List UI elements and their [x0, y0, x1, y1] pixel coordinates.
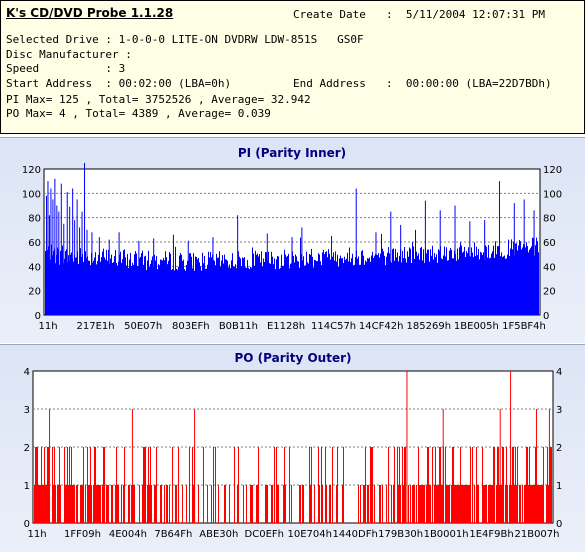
- x-tick-label: E1128h: [267, 321, 305, 332]
- y-tick-label-right: 0: [556, 519, 562, 530]
- y-tick-label-left: 3: [24, 405, 30, 416]
- chart-title: PI (Parity Inner): [238, 146, 346, 160]
- disc-info-panel: K's CD/DVD Probe 1.1.28 Create Date : 5/…: [0, 0, 585, 134]
- y-tick-label-right: 0: [543, 311, 549, 322]
- pi-summary: PI Max= 125 , Total= 3752526 , Average= …: [6, 93, 311, 106]
- x-tick-label: 1FF09h: [64, 529, 101, 540]
- x-tick-label: 1440DFh: [333, 529, 378, 540]
- app-title: K's CD/DVD Probe 1.1.28: [6, 6, 174, 20]
- y-tick-label-left: 4: [24, 367, 30, 378]
- y-tick-label-right: 120: [543, 165, 562, 176]
- y-tick-label-left: 60: [28, 238, 41, 249]
- y-tick-label-left: 0: [24, 519, 30, 530]
- x-tick-label: 11h: [38, 321, 57, 332]
- y-tick-label-left: 120: [22, 165, 41, 176]
- create-date-label: Create Date: [293, 8, 366, 21]
- y-tick-label-left: 0: [35, 311, 41, 322]
- y-tick-label-right: 1: [556, 481, 562, 492]
- y-tick-label-right: 100: [543, 189, 562, 200]
- x-tick-label: 11h: [27, 529, 46, 540]
- x-tick-label: 4E004h: [109, 529, 147, 540]
- y-tick-label-right: 20: [543, 287, 556, 298]
- x-tick-label: 7B64Fh: [154, 529, 192, 540]
- series-bars: [34, 371, 552, 523]
- x-tick-label: 179B30h: [378, 529, 423, 540]
- y-tick-label-right: 4: [556, 367, 562, 378]
- x-tick-label: 50E07h: [124, 321, 162, 332]
- x-tick-label: 1BE005h: [454, 321, 499, 332]
- end-address-label: End Address: [293, 77, 366, 90]
- x-tick-label: 1B0001h: [424, 529, 469, 540]
- y-tick-label-right: 3: [556, 405, 562, 416]
- start-address: Start Address : 00:02:00 (LBA=0h): [6, 77, 232, 90]
- end-address-value: : 00:00:00 (LBA=22D7BDh): [386, 77, 552, 90]
- y-tick-label-right: 60: [543, 238, 556, 249]
- y-tick-label-left: 80: [28, 214, 41, 225]
- x-tick-label: 217E1h: [77, 321, 115, 332]
- pi-chart: PI (Parity Inner) 0 0 20 20 40 40 60 60 80 80 100 10…: [22, 146, 562, 332]
- create-date-value: : 5/11/2004 12:07:31 PM: [386, 8, 545, 21]
- y-tick-label-right: 2: [556, 443, 562, 454]
- y-tick-label-right: 80: [543, 214, 556, 225]
- y-tick-label-left: 20: [28, 287, 41, 298]
- x-tick-label: 803EFh: [172, 321, 210, 332]
- x-tick-label: 1F5BF4h: [502, 321, 546, 332]
- po-chart-panel: PO (Parity Outer) 0 0 1 1 2 2 3 3 4 4 11h 1FF09h 4E00…: [0, 344, 585, 552]
- x-tick-label: 14CF42h: [359, 321, 404, 332]
- y-tick-label-right: 40: [543, 262, 556, 273]
- x-tick-label: 1E4F9Bh: [469, 529, 513, 540]
- chart-title: PO (Parity Outer): [234, 351, 351, 365]
- x-tick-label: 185269h: [407, 321, 452, 332]
- po-chart: PO (Parity Outer) 0 0 1 1 2 2 3 3 4 4 11h 1FF09h 4E00…: [24, 351, 563, 540]
- disc-manufacturer: Disc Manufacturer :: [6, 48, 132, 61]
- x-tick-label: ABE30h: [199, 529, 238, 540]
- series-bars: [45, 162, 539, 315]
- x-tick-label: 10E704h: [287, 529, 331, 540]
- x-tick-label: 21B007h: [514, 529, 559, 540]
- x-tick-label: DC0EFh: [245, 529, 284, 540]
- y-tick-label-left: 100: [22, 189, 41, 200]
- speed: Speed : 3: [6, 62, 126, 75]
- y-tick-label-left: 1: [24, 481, 30, 492]
- x-tick-label: B0B11h: [219, 321, 258, 332]
- po-summary: PO Max= 4 , Total= 4389 , Average= 0.039: [6, 107, 271, 120]
- selected-drive: Selected Drive : 1-0-0-0 LITE-ON DVDRW L…: [6, 33, 364, 46]
- y-tick-label-left: 2: [24, 443, 30, 454]
- x-tick-label: 114C57h: [311, 321, 356, 332]
- y-tick-label-left: 40: [28, 262, 41, 273]
- pi-chart-panel: PI (Parity Inner) 0 0 20 20 40 40 60 60 80 80 100 10…: [0, 137, 585, 343]
